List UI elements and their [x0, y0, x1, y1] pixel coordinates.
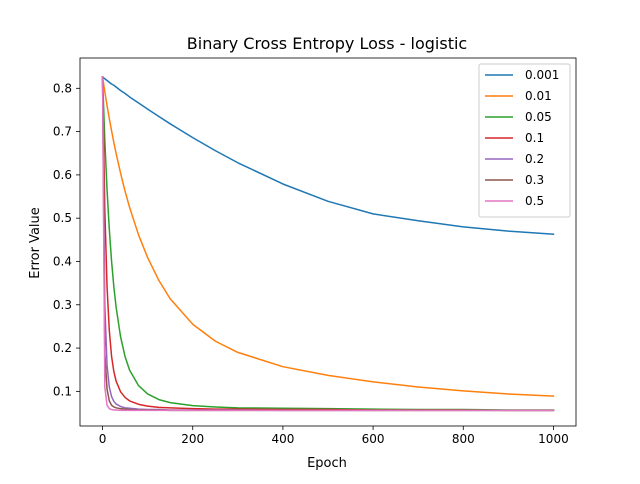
x-tick-label-2: 400 [271, 432, 294, 446]
y-tick-label-5: 0.6 [53, 168, 72, 182]
x-tick-label-4: 800 [452, 432, 475, 446]
series-line-2 [101, 76, 555, 411]
y-tick-label-3: 0.4 [53, 254, 72, 268]
legend-box [478, 63, 571, 218]
plot-area [79, 57, 577, 427]
legend-label-2: 0.05 [525, 110, 552, 124]
y-axis: 0.1 0.2 0.3 0.4 0.5 0.6 0.7 0.8 [53, 81, 80, 398]
x-axis: 0 200 400 600 800 1000 [99, 426, 569, 446]
legend-label-1: 0.01 [525, 89, 552, 103]
y-tick-label-6: 0.7 [53, 125, 72, 139]
legend-label-0: 0.001 [525, 68, 559, 82]
legend: 0.001 0.01 0.05 0.1 0.2 0.3 0.5 [478, 63, 571, 218]
y-tick-label-1: 0.2 [53, 341, 72, 355]
x-tick-label-5: 1000 [538, 432, 569, 446]
x-tick-label-1: 200 [181, 432, 204, 446]
chart-title: Binary Cross Entropy Loss - logistic [187, 34, 467, 53]
legend-label-5: 0.3 [525, 173, 544, 187]
x-tick-label-3: 600 [362, 432, 385, 446]
x-tick-label-0: 0 [99, 432, 107, 446]
legend-label-4: 0.2 [525, 152, 544, 166]
y-tick-label-4: 0.5 [53, 211, 72, 225]
legend-label-6: 0.5 [525, 194, 544, 208]
y-tick-label-2: 0.3 [53, 298, 72, 312]
y-tick-label-0: 0.1 [53, 384, 72, 398]
series-line-0 [101, 75, 555, 236]
x-axis-label: Epoch [307, 456, 347, 471]
series-line-6 [101, 76, 555, 412]
y-axis-label: Error Value [28, 207, 43, 279]
axes-frame [79, 57, 577, 427]
legend-label-3: 0.1 [525, 131, 544, 145]
y-tick-label-7: 0.8 [53, 81, 72, 95]
series-line-1 [101, 76, 555, 397]
